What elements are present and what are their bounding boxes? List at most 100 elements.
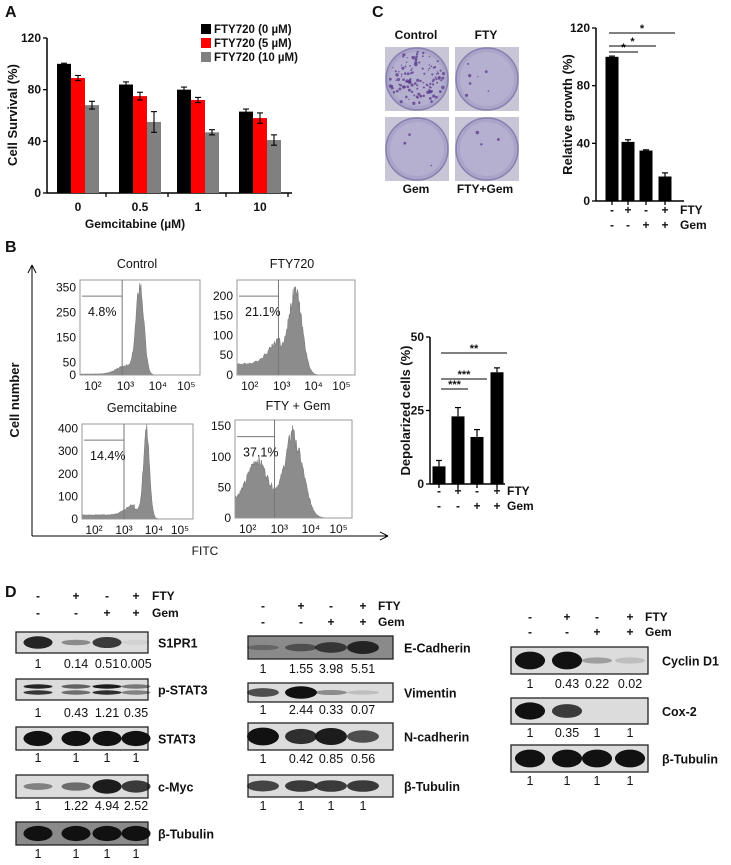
histogram-area	[236, 286, 355, 376]
quantification-value: 0.07	[351, 703, 375, 717]
y-tick-label: 0	[34, 186, 41, 200]
colony	[430, 100, 433, 103]
blot-membrane	[15, 631, 149, 654]
colony	[400, 73, 403, 76]
y-tick-label: 50	[220, 348, 234, 362]
protein-band	[247, 644, 279, 651]
protein-band	[61, 639, 91, 646]
colony	[399, 100, 403, 104]
histogram-title: Gemcitabine	[107, 401, 177, 415]
fty-sign: -	[595, 610, 599, 624]
blot-row	[15, 678, 151, 701]
colony	[423, 72, 426, 75]
x-axis-label: Gemcitabine (µM)	[85, 217, 185, 231]
bar	[658, 176, 672, 201]
colony	[414, 61, 418, 65]
protein-band	[92, 779, 122, 794]
colony	[419, 79, 422, 83]
colony	[437, 72, 440, 75]
fty-sign: +	[132, 589, 139, 603]
gem-sign: -	[299, 615, 303, 629]
quantification-value: 1	[527, 774, 534, 788]
x-tick-label: 10³	[273, 379, 290, 393]
colony	[426, 90, 430, 95]
x-tick-label: 10⁵	[171, 523, 189, 537]
blot-row	[510, 646, 649, 675]
protein-label: β-Tubulin	[662, 753, 718, 767]
protein-band	[347, 780, 379, 792]
colony	[406, 85, 410, 89]
colony	[434, 66, 437, 69]
colony	[419, 95, 421, 97]
colony	[441, 76, 445, 80]
protein-band	[285, 686, 317, 699]
fty-sign: -	[105, 589, 109, 603]
gem-sign: -	[74, 606, 78, 620]
fty-sign: -	[610, 203, 614, 217]
colony	[400, 64, 403, 67]
colony	[398, 83, 401, 86]
blot-row	[510, 744, 649, 773]
colony	[496, 138, 500, 141]
plate-well	[460, 122, 514, 176]
quantification-value: 1.22	[64, 799, 88, 813]
gem-sign: +	[626, 625, 633, 639]
protein-band	[23, 730, 53, 747]
colony	[405, 80, 408, 83]
protein-band	[315, 642, 347, 653]
protein-band	[92, 730, 122, 747]
colony	[392, 66, 394, 69]
colony	[402, 67, 405, 69]
quantification-value: 1.21	[95, 706, 119, 720]
colony	[475, 130, 480, 135]
x-axis-label: FITC	[192, 544, 219, 558]
protein-band	[514, 702, 546, 720]
x-tick-label: 10⁵	[177, 379, 195, 393]
protein-band	[92, 636, 122, 649]
colony-plate	[455, 47, 519, 111]
gem-sign: -	[610, 218, 614, 232]
colony	[422, 81, 425, 84]
flow-histogram	[236, 279, 356, 376]
quantification-value: 1	[35, 751, 42, 765]
colony	[404, 65, 407, 68]
fty-sign: -	[329, 599, 333, 613]
colony	[418, 101, 421, 104]
gem-sign: +	[473, 499, 480, 513]
y-tick-label: 200	[213, 289, 233, 303]
quantification-value: 0.35	[555, 726, 579, 740]
bar	[605, 56, 619, 202]
gate-percentage: 21.1%	[245, 305, 280, 319]
colony	[415, 53, 419, 56]
y-tick-label: 100	[211, 450, 231, 464]
fty-row-label: FTY	[378, 599, 401, 613]
panel-label-c: C	[372, 4, 384, 21]
blot-row	[247, 774, 394, 798]
significance-label: *	[640, 23, 645, 35]
colony	[422, 86, 425, 89]
x-tick-label: 10²	[85, 523, 102, 537]
fty-sign: +	[626, 610, 633, 624]
quantification-value: 0.02	[618, 677, 642, 691]
fty-sign: +	[624, 203, 631, 217]
colony	[436, 71, 439, 73]
protein-label: Cyclin D1	[662, 655, 719, 669]
protein-label: N-cadherin	[404, 731, 469, 745]
quantification-value: 1	[594, 726, 601, 740]
quantification-value: 1	[360, 799, 367, 813]
gem-sign: -	[565, 625, 569, 639]
quantification-value: 0.56	[351, 752, 375, 766]
colony	[410, 90, 414, 94]
blot-row	[15, 821, 151, 846]
colony	[430, 90, 434, 93]
colony	[428, 55, 431, 58]
colony	[429, 82, 432, 86]
protein-label: S1PR1	[158, 637, 198, 651]
y-tick-label: 300	[58, 444, 78, 458]
colony	[410, 72, 413, 75]
x-tick-label: 10⁵	[332, 379, 350, 393]
x-tick-label: 10²	[239, 522, 256, 536]
protein-band	[614, 657, 646, 664]
arrow-head	[379, 531, 389, 537]
